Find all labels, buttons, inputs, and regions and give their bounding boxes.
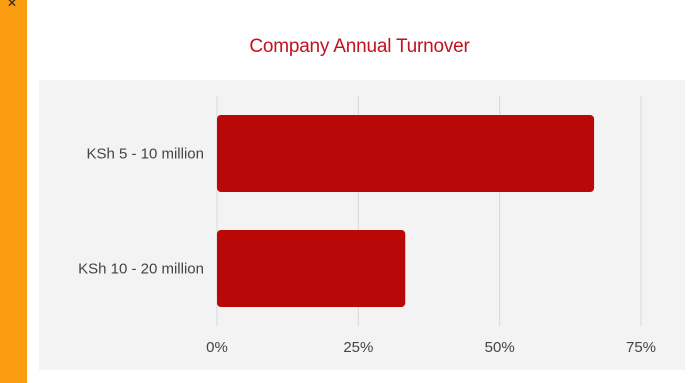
x-tick-label: 0% <box>206 339 228 356</box>
close-icon[interactable]: ✕ <box>7 0 18 10</box>
bar[interactable] <box>217 115 595 192</box>
x-tick-label: 25% <box>343 339 373 356</box>
accent-strip <box>0 0 27 383</box>
category-label: KSh 10 - 20 million <box>78 261 204 278</box>
x-tick-label: 50% <box>485 339 515 356</box>
category-label: KSh 5 - 10 million <box>86 146 204 163</box>
x-tick-label: 75% <box>626 339 656 356</box>
chart-title: Company Annual Turnover <box>249 36 470 57</box>
bar[interactable] <box>217 230 406 307</box>
